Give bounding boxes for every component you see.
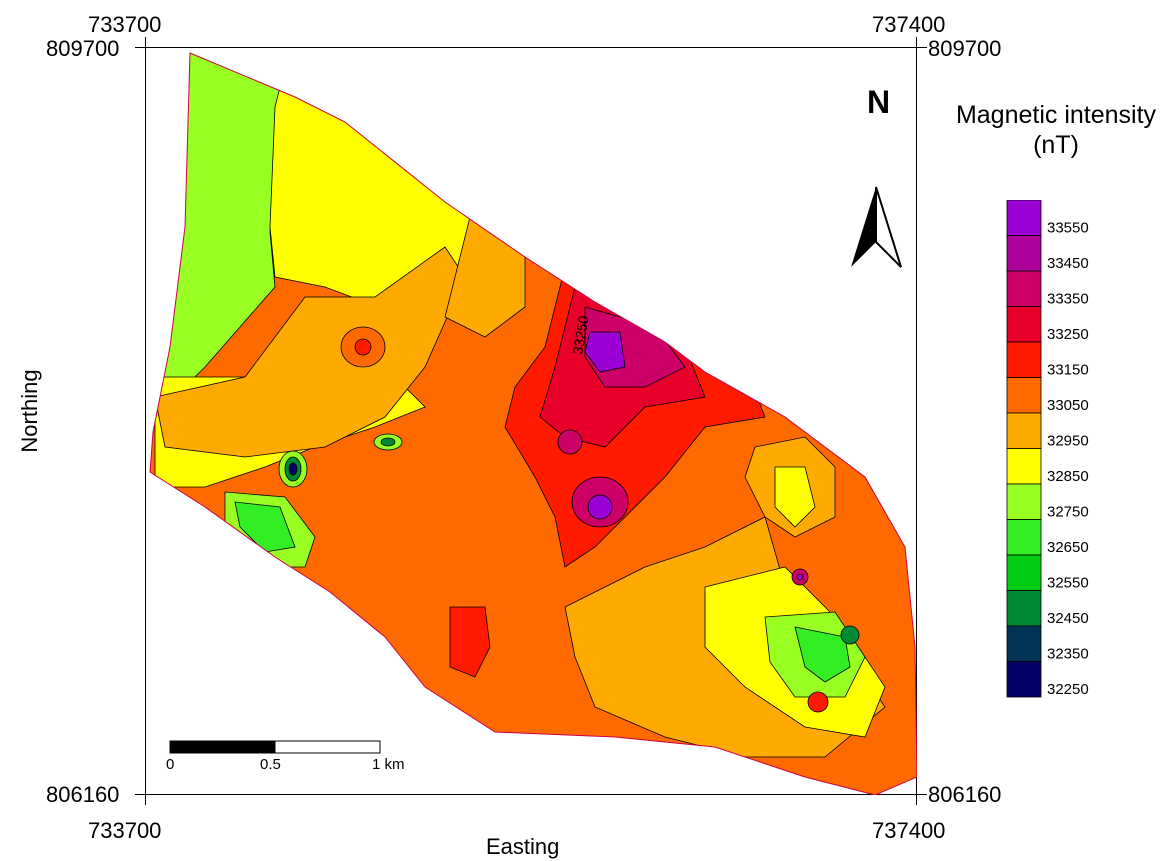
legend-label: 32350 bbox=[1047, 646, 1089, 663]
legend-label: 33450 bbox=[1047, 255, 1089, 272]
legend-swatch bbox=[1006, 377, 1042, 414]
x-max-bottom-label: 737400 bbox=[872, 818, 946, 843]
frame-tick bbox=[916, 795, 917, 805]
map-frame bbox=[145, 47, 917, 795]
legend-title: Magnetic intensity (nT) bbox=[938, 100, 1174, 160]
legend-swatch bbox=[1006, 412, 1042, 449]
scale-label-1km: 1 km bbox=[372, 756, 405, 773]
north-label: N bbox=[867, 84, 890, 120]
y-max-left-label: 809700 bbox=[46, 36, 120, 61]
legend-label: 33550 bbox=[1047, 220, 1089, 237]
legend-swatch bbox=[1006, 661, 1042, 698]
legend-swatch bbox=[1006, 519, 1042, 556]
legend-swatch bbox=[1006, 483, 1042, 520]
y-min-left-label: 806160 bbox=[46, 782, 120, 807]
x-max-top-label: 737400 bbox=[872, 12, 946, 37]
legend-label: 32650 bbox=[1047, 539, 1089, 556]
scale-bar: 0 0.5 1 km bbox=[166, 740, 405, 773]
frame-tick bbox=[135, 794, 145, 795]
legend-colorbar: 33550 33450 33350 33250 33150 33050 32950 32850… bbox=[1006, 200, 1089, 698]
legend-label: 32750 bbox=[1047, 504, 1089, 521]
x-min-top-label: 733700 bbox=[88, 12, 162, 37]
legend-label: 33250 bbox=[1047, 326, 1089, 343]
legend-swatch bbox=[1006, 306, 1042, 343]
legend-swatch bbox=[1006, 270, 1042, 307]
legend-swatch bbox=[1006, 448, 1042, 485]
legend-swatch bbox=[1006, 341, 1042, 378]
legend-label: 32450 bbox=[1047, 610, 1089, 627]
legend-swatch bbox=[1006, 235, 1042, 272]
legend-swatch bbox=[1006, 200, 1042, 236]
contour-label: 33250 bbox=[569, 314, 592, 355]
legend-label: 32950 bbox=[1047, 433, 1089, 450]
frame-tick bbox=[916, 37, 917, 47]
scale-label-0: 0 bbox=[166, 756, 174, 773]
legend-title-line2: (nT) bbox=[1033, 131, 1079, 159]
frame-tick bbox=[917, 794, 927, 795]
y-axis-title: Northing bbox=[17, 369, 42, 453]
frame-tick bbox=[145, 37, 146, 47]
y-max-right-label: 809700 bbox=[928, 36, 1002, 61]
legend-label: 33350 bbox=[1047, 291, 1089, 308]
legend-swatch bbox=[1006, 554, 1042, 591]
legend-swatch bbox=[1006, 590, 1042, 627]
y-min-right-label: 806160 bbox=[928, 782, 1002, 807]
legend-label: 33150 bbox=[1047, 362, 1089, 379]
frame-tick bbox=[917, 47, 927, 48]
legend-title-line1: Magnetic intensity bbox=[955, 101, 1157, 129]
magnetic-contour-map: 33250 N 0 0.5 1 km bbox=[149, 52, 917, 795]
legend-label: 32850 bbox=[1047, 468, 1089, 485]
legend-label: 32250 bbox=[1047, 681, 1089, 698]
x-axis-title: Easting bbox=[486, 834, 560, 859]
frame-tick bbox=[145, 795, 146, 805]
legend-label: 32550 bbox=[1047, 575, 1089, 592]
frame-tick bbox=[135, 47, 145, 48]
legend-swatch bbox=[1006, 625, 1042, 662]
north-arrow-icon bbox=[851, 186, 902, 268]
scale-label-half: 0.5 bbox=[260, 756, 281, 773]
legend-label: 33050 bbox=[1047, 397, 1089, 414]
x-min-bottom-label: 733700 bbox=[88, 818, 162, 843]
